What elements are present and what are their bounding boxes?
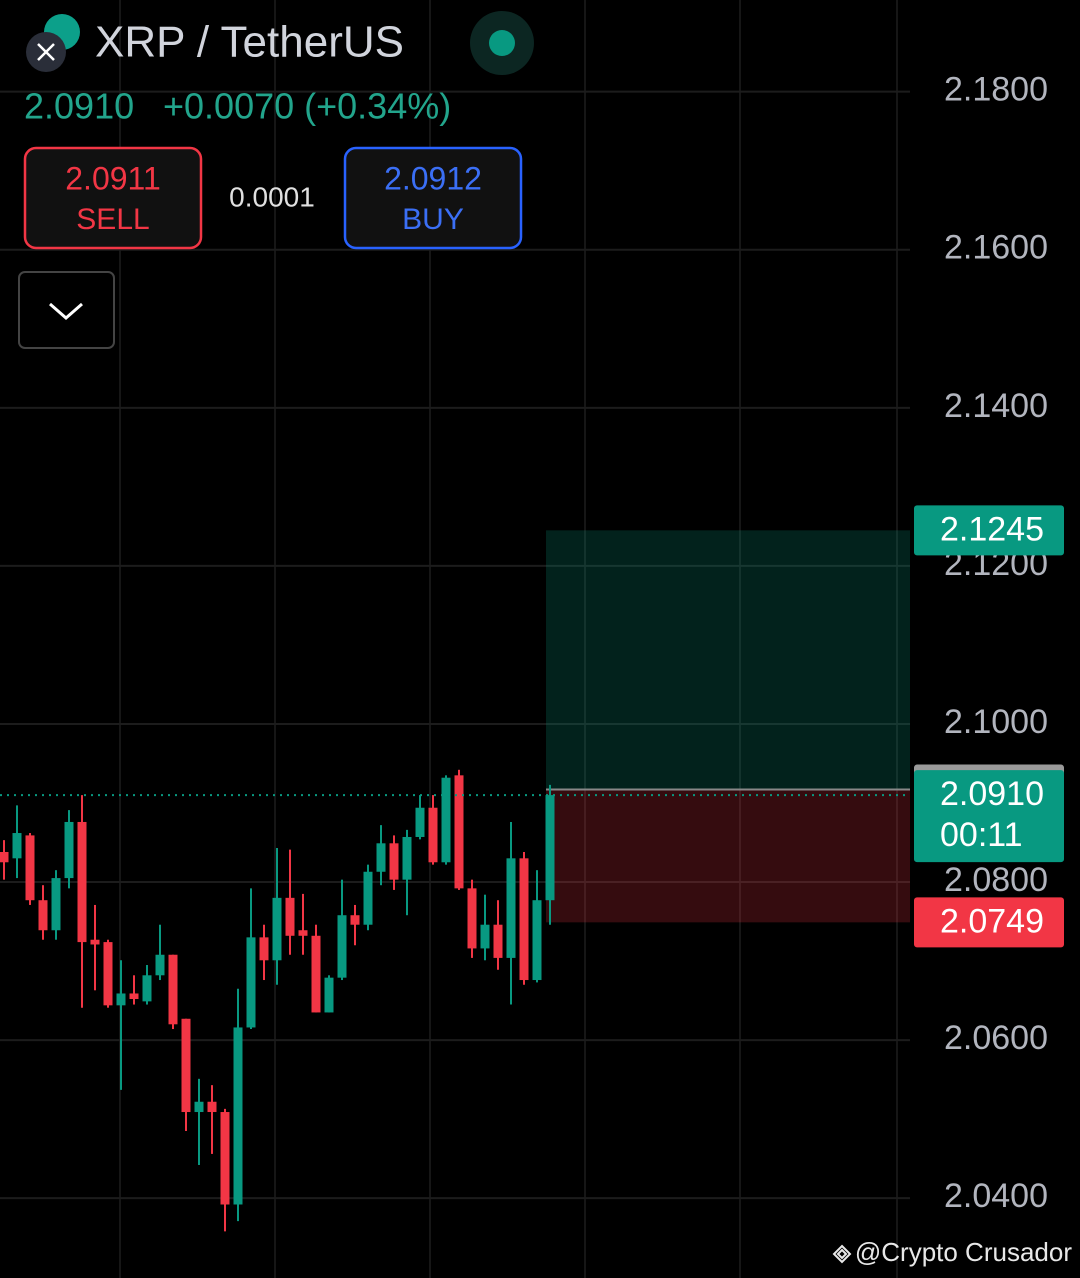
last-price: 2.0910 [24,86,134,127]
dropdown-button[interactable] [18,271,115,349]
y-tick-label: 2.1800 [944,71,1048,109]
target-label: 2.1245 [940,510,1044,548]
candle-body [25,835,35,901]
candle-body [168,954,178,1025]
candle-body [298,930,308,936]
candle-body [220,1112,230,1205]
price-axis: 2.18002.16002.14002.12002.10002.08002.06… [914,71,1064,1215]
spread: 0.0001 [229,181,315,212]
header: XRP / TetherUS 2.0910 +0.0070 (+0.34%) 2… [18,11,534,349]
candle-body [506,858,516,958]
buy-button[interactable] [343,146,523,250]
stop-label-box [914,897,1064,948]
candle-body [259,937,269,961]
candle-body [272,897,282,961]
candle-body [493,924,503,958]
y-tick-label: 2.1400 [944,387,1048,425]
candle-body [116,993,126,1006]
candle-body [376,843,386,872]
last-price-box [914,770,1064,863]
countdown: 00:11 [940,816,1023,854]
candle-body [467,888,477,949]
y-tick-label: 2.1000 [944,703,1048,741]
chevron [49,302,83,320]
candle-body [532,900,542,981]
candle-body [103,942,113,1006]
candle-body [233,1027,243,1205]
candle-body [77,821,87,943]
buy-label: BUY [402,203,464,236]
watermark-logo [832,1244,852,1264]
candle-body [428,807,438,863]
candle-body [454,775,464,889]
candle-body [64,821,74,879]
candle-body [311,935,321,1013]
candle-body [350,915,360,925]
y-tick-label: 2.0400 [944,1177,1048,1215]
candle-body [402,836,412,880]
y-tick-label: 2.0600 [944,1019,1048,1057]
candle-body [181,1018,191,1113]
candle-body [519,858,529,981]
buy-price: 2.0912 [384,160,482,196]
y-tick-label: 2.1600 [944,229,1048,267]
status-dot [489,30,515,56]
candle-body [194,1101,204,1113]
candle-body [415,807,425,837]
target-zone [546,530,910,790]
candle-body [337,915,347,978]
sell-button[interactable] [23,146,203,250]
candle-body [246,937,256,1028]
y-tick-label: 2.0800 [944,861,1048,899]
candle-body [480,924,490,949]
candle-body [12,833,22,859]
candle-body [38,900,48,931]
candle-body [90,939,100,945]
candle-body [363,871,373,925]
candle-body [207,1101,217,1113]
close-icon [37,43,55,61]
candle-body [142,975,152,1002]
candle-body [155,954,165,976]
stop-label: 2.0749 [940,902,1044,940]
symbol: XRP / TetherUS [95,18,404,67]
candle-body [441,777,451,863]
candle-body [129,993,139,1000]
target-label-box [914,505,1064,556]
candle-body [389,843,399,880]
price-change: +0.0070 (+0.34%) [163,86,451,127]
sell-label: SELL [76,203,149,236]
candle-body [545,795,555,901]
plot [0,530,910,1232]
candle-body [324,977,334,1013]
watermark: @Crypto Crusador [855,1237,1072,1267]
sell-price: 2.0911 [65,160,161,196]
candle-body [51,878,61,931]
candle-body [0,852,9,863]
candle-body [285,897,295,936]
stop-zone [546,789,910,923]
last-price-label: 2.0910 [940,775,1044,813]
